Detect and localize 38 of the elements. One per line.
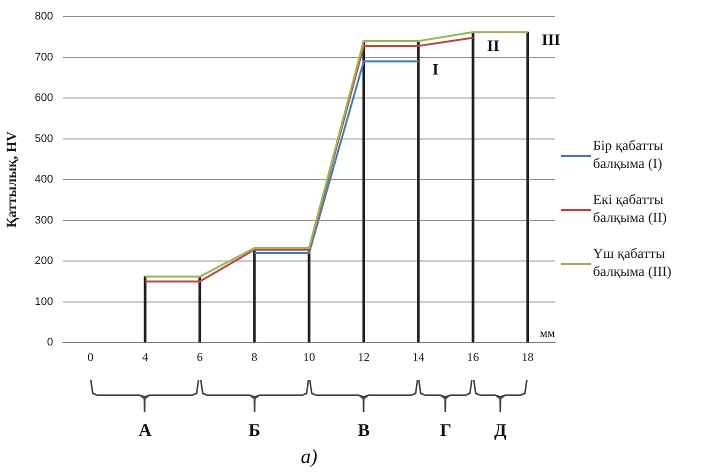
x-tick-label: 14	[412, 350, 424, 364]
text: а)	[300, 446, 318, 469]
x-tick-label: 8	[251, 350, 258, 364]
legend-label: Бір қабатты балқыма (I)	[593, 138, 664, 174]
y-tick-label: 300	[34, 214, 54, 226]
text: Г	[438, 420, 452, 441]
x-tick-label: 12	[358, 350, 370, 364]
y-tick-label: 200	[34, 255, 54, 268]
x-tick-label: 18	[522, 350, 534, 364]
x-tick-label: 16	[467, 350, 480, 364]
bar	[417, 40, 420, 342]
text: Б	[247, 420, 262, 441]
bar	[472, 32, 474, 342]
annotation: III	[542, 32, 560, 50]
x-axis-title: мм	[540, 326, 556, 340]
bar	[362, 40, 366, 342]
annotation: II	[487, 38, 500, 55]
text: А	[138, 420, 153, 441]
y-axis-title: Қаттылық, HV	[5, 131, 20, 228]
y-tick-label: 100	[34, 296, 54, 308]
x-tick-label: 10	[303, 350, 316, 364]
y-tick-label: 400	[34, 174, 54, 186]
x-tick-label: 6	[196, 350, 203, 364]
legend-label: Үш қабатты балқыма (III)	[593, 246, 672, 282]
annotation: I	[432, 62, 439, 79]
x-tick-label: 4	[142, 350, 148, 364]
bar	[526, 32, 530, 342]
y-tick-label: 700	[34, 51, 54, 64]
text: Д	[493, 420, 508, 441]
y-tick-label: 600	[34, 92, 54, 104]
legend-label: Екі қабатты балқыма (II)	[593, 192, 668, 228]
y-tick-label: 0	[47, 336, 54, 349]
bar	[144, 276, 146, 342]
x-tick-label: 0	[87, 350, 94, 364]
bar	[253, 248, 256, 342]
text: В	[356, 420, 371, 441]
y-tick-label: 800	[34, 10, 54, 23]
y-tick-label: 500	[34, 132, 54, 145]
